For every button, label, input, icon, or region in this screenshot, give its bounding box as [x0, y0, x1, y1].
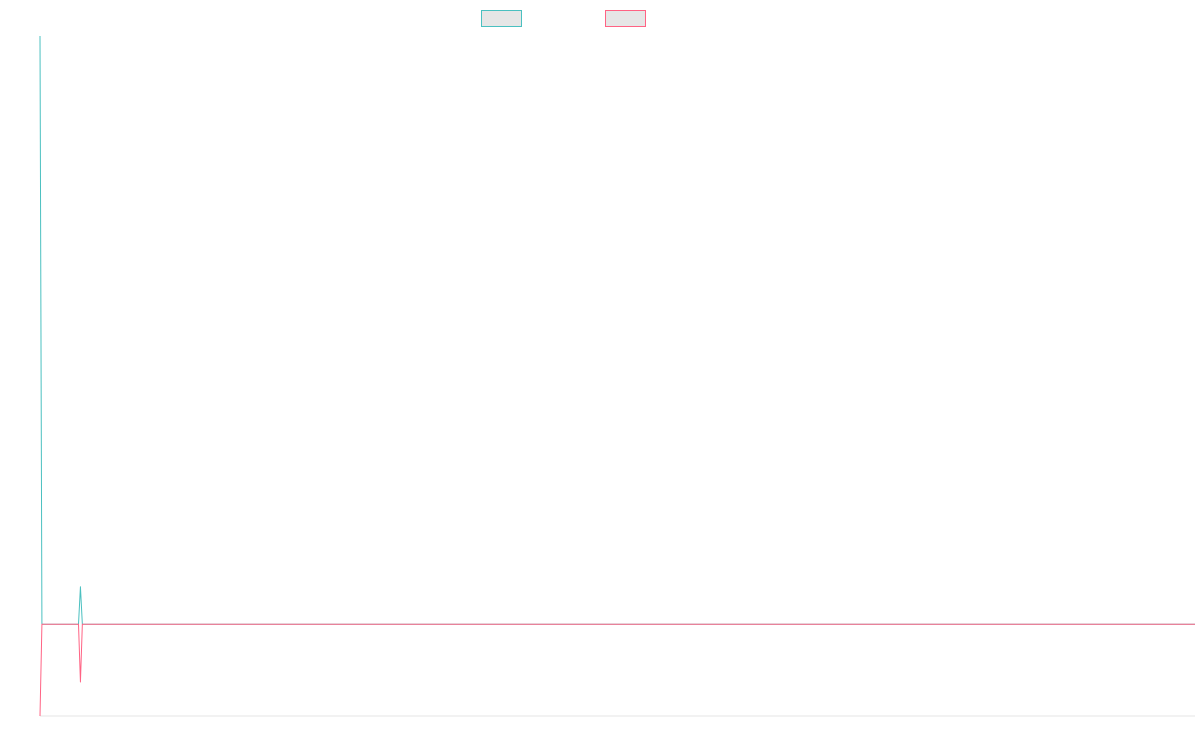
series-line-2	[39, 623, 1195, 717]
legend-swatch-1[interactable]	[481, 10, 522, 27]
series-lines	[39, 35, 1195, 717]
legend-swatch-2[interactable]	[605, 10, 646, 27]
legend[interactable]	[481, 10, 646, 27]
series-line-1	[39, 35, 1195, 625]
